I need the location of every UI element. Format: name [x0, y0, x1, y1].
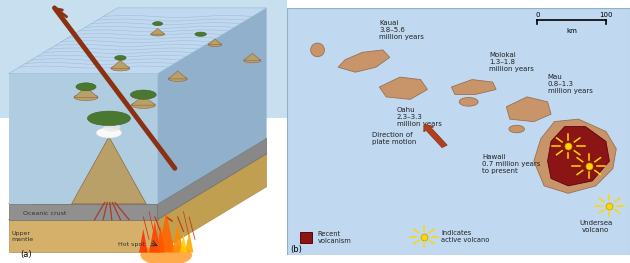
Polygon shape — [172, 224, 183, 252]
Polygon shape — [158, 8, 266, 204]
Polygon shape — [547, 127, 609, 186]
Text: Hot spot: Hot spot — [118, 242, 144, 247]
Polygon shape — [139, 229, 147, 252]
Text: Mau
0.8–1.3
million years: Mau 0.8–1.3 million years — [547, 74, 592, 94]
Ellipse shape — [168, 76, 187, 82]
Ellipse shape — [111, 66, 130, 71]
Polygon shape — [379, 77, 427, 99]
Ellipse shape — [244, 58, 261, 63]
Polygon shape — [9, 154, 266, 220]
Text: Hawaii
0.7 million years
to present: Hawaii 0.7 million years to present — [483, 154, 541, 174]
Polygon shape — [185, 231, 193, 252]
Text: km: km — [566, 28, 577, 34]
Text: (b): (b) — [290, 245, 302, 254]
Polygon shape — [111, 60, 130, 68]
Polygon shape — [72, 137, 146, 204]
Ellipse shape — [130, 90, 156, 99]
Polygon shape — [149, 221, 161, 252]
Polygon shape — [9, 138, 266, 204]
Ellipse shape — [103, 124, 120, 132]
Polygon shape — [158, 138, 266, 220]
Ellipse shape — [131, 102, 156, 108]
Ellipse shape — [74, 94, 98, 100]
Polygon shape — [151, 28, 164, 34]
Ellipse shape — [151, 32, 164, 36]
Text: (a): (a) — [20, 250, 32, 259]
Polygon shape — [156, 226, 165, 252]
Ellipse shape — [459, 98, 478, 106]
Text: Indicates
active volcano: Indicates active volcano — [441, 230, 490, 243]
Polygon shape — [534, 119, 616, 193]
FancyArrow shape — [424, 124, 447, 148]
Ellipse shape — [96, 128, 122, 138]
Text: Oceanic crust: Oceanic crust — [23, 210, 66, 216]
Text: 100: 100 — [599, 12, 613, 18]
Ellipse shape — [208, 43, 222, 47]
Text: Oahu
2.3–3.3
million years: Oahu 2.3–3.3 million years — [396, 107, 442, 127]
Polygon shape — [338, 50, 389, 72]
Polygon shape — [507, 97, 551, 122]
Polygon shape — [9, 204, 157, 220]
Polygon shape — [168, 71, 187, 79]
Ellipse shape — [140, 245, 192, 263]
Ellipse shape — [509, 125, 524, 133]
Polygon shape — [158, 154, 266, 252]
Bar — [301, 232, 312, 243]
Ellipse shape — [88, 111, 130, 125]
Ellipse shape — [76, 83, 96, 91]
Polygon shape — [244, 53, 261, 60]
Text: Kauai
3.8–5.6
million years: Kauai 3.8–5.6 million years — [379, 20, 424, 40]
Polygon shape — [180, 234, 187, 252]
Ellipse shape — [152, 22, 163, 26]
Text: Direction of
plate motion: Direction of plate motion — [372, 132, 417, 145]
Polygon shape — [208, 39, 222, 45]
Polygon shape — [131, 95, 156, 105]
Bar — [0, 0, 287, 118]
Text: Upper
mantle: Upper mantle — [11, 231, 33, 242]
Text: 0: 0 — [535, 12, 539, 18]
Polygon shape — [452, 80, 496, 94]
Ellipse shape — [195, 32, 207, 36]
Polygon shape — [9, 74, 157, 204]
Polygon shape — [158, 213, 175, 252]
Text: Undersea
volcano: Undersea volcano — [579, 220, 612, 234]
Polygon shape — [9, 220, 157, 252]
Polygon shape — [9, 8, 266, 74]
Text: Molokai
1.3–1.8
million years: Molokai 1.3–1.8 million years — [490, 52, 534, 72]
Polygon shape — [74, 87, 98, 97]
Ellipse shape — [115, 55, 126, 60]
Text: Recent
volcanism: Recent volcanism — [318, 231, 352, 244]
Ellipse shape — [311, 43, 324, 57]
